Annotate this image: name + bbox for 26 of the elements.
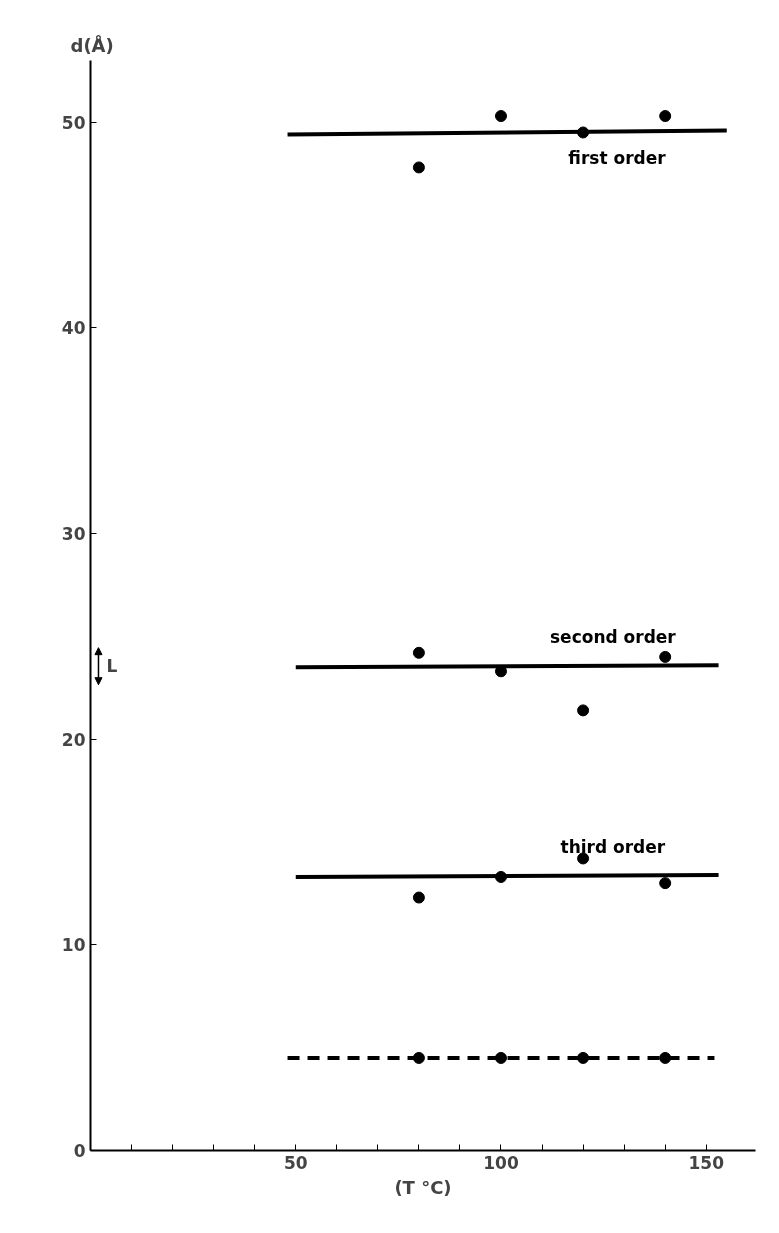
series-label: second order bbox=[549, 627, 677, 648]
point bbox=[577, 1051, 590, 1064]
point bbox=[659, 650, 672, 663]
annotation: L bbox=[106, 656, 118, 677]
y-tick-label: 40 bbox=[61, 318, 86, 339]
y-axis-title: d(Å) bbox=[70, 33, 114, 56]
point bbox=[412, 161, 425, 174]
point bbox=[412, 646, 425, 659]
x-tick-label: 100 bbox=[483, 1152, 519, 1173]
point bbox=[659, 877, 672, 890]
point bbox=[577, 704, 590, 717]
y-tick-label: 50 bbox=[61, 112, 86, 133]
point bbox=[412, 891, 425, 904]
y-tick-label: 0 bbox=[73, 1141, 86, 1161]
x-axis-title: (T °C) bbox=[394, 1176, 452, 1198]
y-tick-label: 30 bbox=[61, 524, 86, 545]
series-label: third order bbox=[560, 836, 666, 857]
y-tick-label: 10 bbox=[61, 935, 86, 956]
point bbox=[494, 110, 507, 123]
point bbox=[577, 852, 590, 865]
series-label: first order bbox=[568, 148, 667, 169]
x-tick-label: 150 bbox=[688, 1152, 725, 1173]
y-tick-label: 20 bbox=[61, 729, 86, 750]
point bbox=[659, 110, 672, 123]
point bbox=[659, 1051, 672, 1064]
x-tick-label: 50 bbox=[283, 1152, 308, 1173]
